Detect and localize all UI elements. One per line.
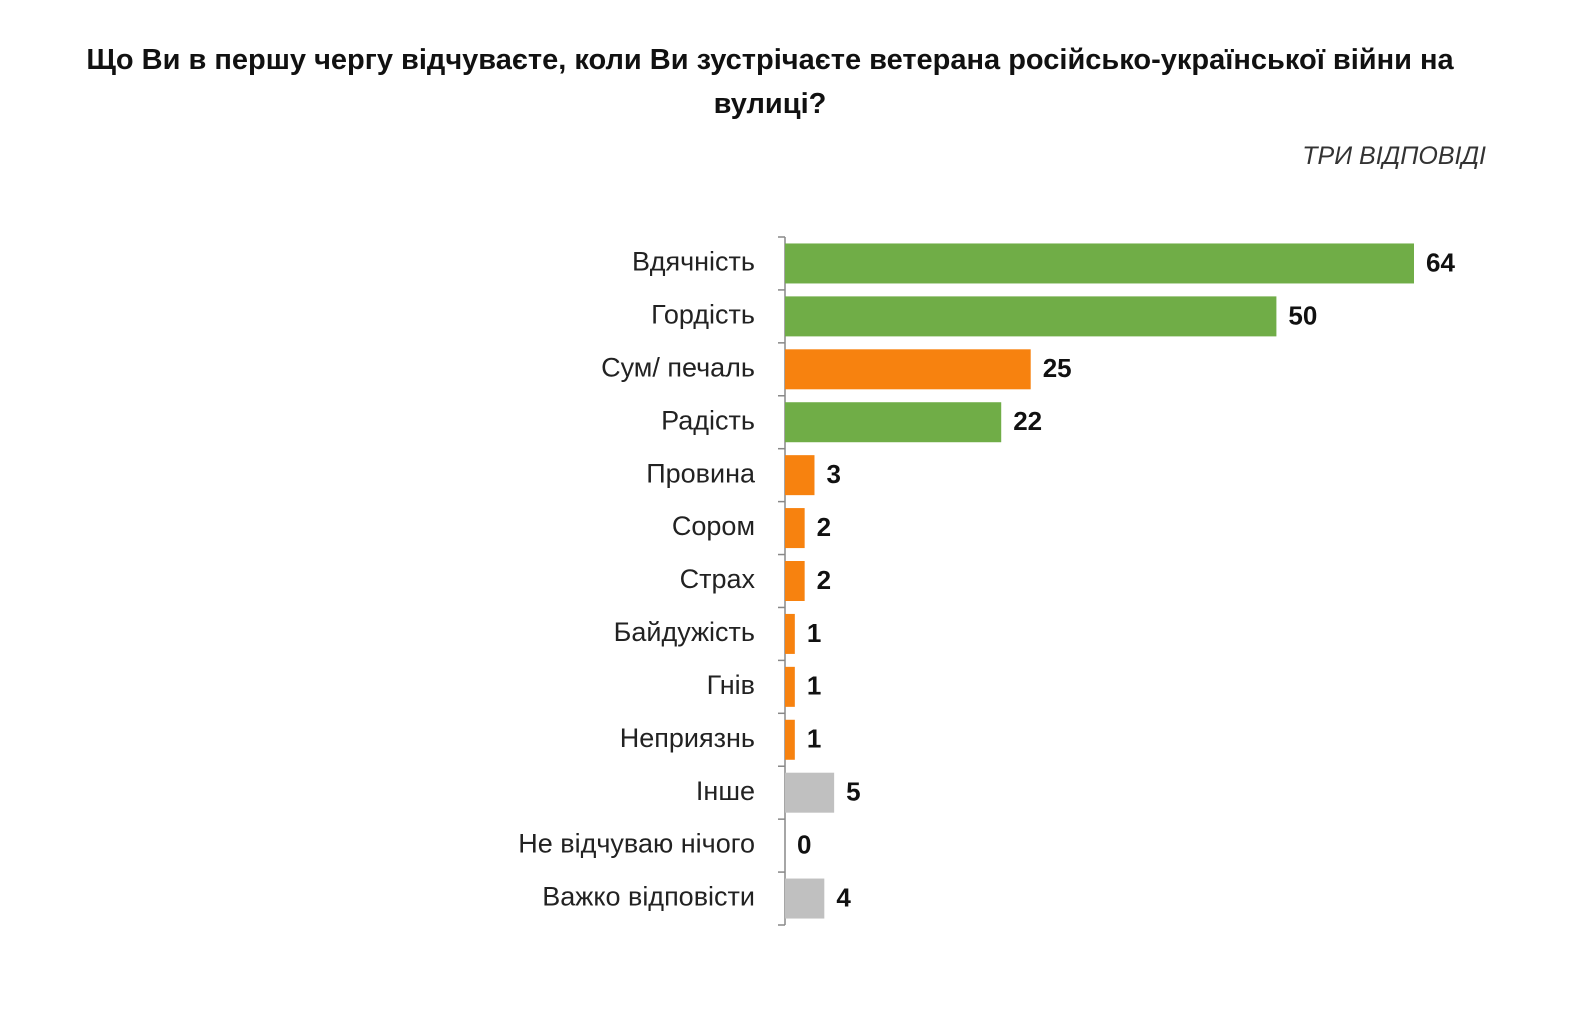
chart-title: Що Ви в першу чергу відчуваєте, коли Ви …	[86, 44, 1454, 120]
y-tick-label: Неприязнь	[620, 723, 755, 753]
y-tick-label: Вдячність	[632, 247, 755, 277]
y-tick-label: Провина	[646, 458, 756, 488]
value-label: 5	[846, 777, 860, 807]
bar	[785, 772, 835, 813]
value-label: 0	[797, 829, 811, 859]
bar	[785, 613, 795, 654]
value-label: 64	[1426, 247, 1455, 277]
bar	[785, 402, 1002, 443]
value-label: 22	[1013, 406, 1042, 436]
value-label: 1	[807, 618, 821, 648]
bar	[785, 878, 825, 919]
y-tick-label: Страх	[680, 564, 756, 594]
bar	[785, 561, 805, 601]
value-label: 3	[826, 459, 840, 489]
bar	[785, 455, 815, 496]
y-tick-label: Сором	[672, 511, 755, 541]
y-tick-label: Гордість	[651, 300, 755, 330]
value-label: 2	[817, 512, 831, 542]
bar	[785, 296, 1277, 337]
bar	[785, 349, 1031, 390]
value-label: 1	[807, 671, 821, 701]
y-tick-label: Сум/ печаль	[601, 352, 755, 382]
bar	[785, 508, 805, 549]
value-label: 50	[1288, 300, 1317, 330]
value-label: 1	[807, 724, 821, 754]
y-tick-label: Інше	[696, 776, 755, 806]
y-tick-label: Важко відповісти	[542, 882, 755, 912]
y-tick-label: Гнів	[707, 670, 755, 700]
bar	[785, 719, 795, 760]
chart-subtitle: ТРИ ВІДПОВІДІ	[1302, 142, 1486, 170]
y-tick-label: Не відчуваю нічого	[518, 829, 755, 859]
bar	[785, 243, 1414, 284]
y-tick-label: Байдужість	[614, 617, 755, 647]
value-label: 25	[1043, 353, 1072, 383]
y-tick-label: Радість	[661, 405, 755, 435]
bar	[785, 666, 795, 707]
value-label: 4	[836, 882, 851, 912]
value-label: 2	[817, 565, 831, 595]
